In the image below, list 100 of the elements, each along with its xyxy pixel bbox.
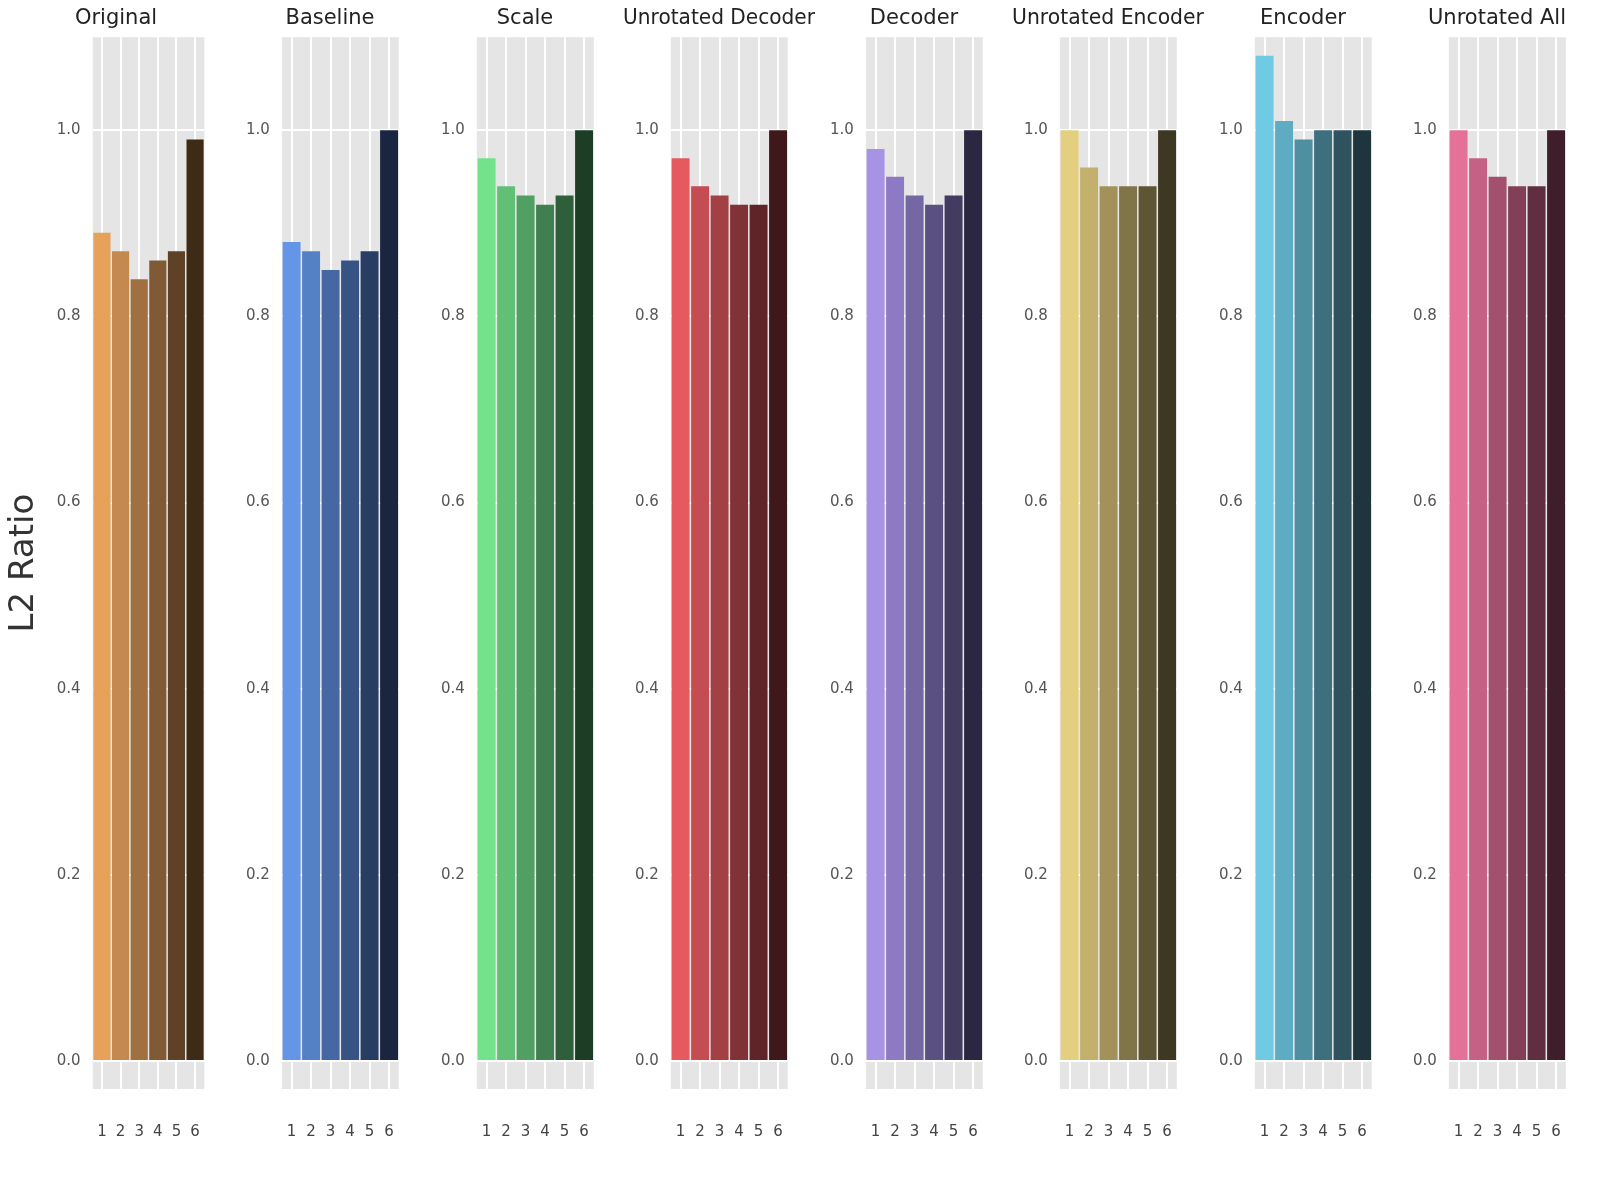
x-tick-label: 1	[97, 1121, 107, 1140]
x-tick-label: 1	[870, 1121, 880, 1140]
bar	[341, 260, 360, 1061]
y-tick-label: 1.0	[635, 120, 659, 139]
x-tick-label: 3	[134, 1121, 144, 1140]
x-tick-label: 5	[1337, 1121, 1347, 1140]
bar	[112, 251, 130, 1061]
y-tick-label: 1.0	[829, 120, 854, 139]
y-tick-label: 1.0	[56, 120, 81, 139]
y-tick-label: 0.6	[635, 492, 659, 511]
bar	[730, 204, 749, 1061]
x-tick-label: 5	[1142, 1121, 1153, 1140]
y-tick-label: 0.4	[1413, 678, 1437, 697]
bar	[905, 195, 924, 1061]
y-tick-label: 0.2	[1413, 864, 1437, 883]
x-tick-label: 2	[306, 1121, 316, 1140]
x-tick-label: 2	[1084, 1121, 1094, 1140]
x-tick-label: 4	[1512, 1121, 1522, 1140]
y-tick-label: 0.0	[56, 1050, 81, 1069]
bar	[924, 204, 943, 1061]
x-tick-label: 1	[1453, 1121, 1464, 1140]
x-tick-label: 5	[1531, 1121, 1542, 1140]
y-tick-label: 0.8	[635, 306, 659, 325]
x-tick-label: 2	[115, 1121, 126, 1140]
y-tick-label: 0.2	[56, 864, 81, 883]
y-tick-label: 0.4	[1218, 678, 1243, 697]
y-tick-label: 0.6	[440, 492, 465, 511]
y-tick-label: 0.4	[1024, 678, 1048, 697]
x-tick-label: 5	[171, 1121, 182, 1140]
y-tick-label: 0.0	[1024, 1050, 1048, 1069]
bar	[691, 186, 710, 1061]
x-tick-label: 1	[1259, 1121, 1269, 1140]
chart-title: Original	[74, 5, 158, 30]
y-tick-label: 0.4	[56, 678, 81, 697]
x-tick-label: 1	[1064, 1121, 1075, 1140]
y-tick-label: 0.2	[1218, 864, 1243, 883]
x-tick-label: 4	[734, 1121, 744, 1140]
x-tick-label: 2	[1278, 1121, 1289, 1140]
bar	[167, 251, 186, 1061]
x-tick-label: 3	[909, 1121, 919, 1140]
y-tick-label: 0.2	[1024, 864, 1048, 883]
bar	[885, 176, 904, 1061]
y-tick-label: 0.4	[635, 678, 659, 697]
bar	[944, 195, 963, 1061]
y-tick-label: 0.6	[829, 492, 854, 511]
x-tick-label: 3	[1103, 1121, 1114, 1140]
x-tick-label: 4	[928, 1121, 939, 1140]
bar	[1469, 158, 1488, 1061]
y-tick-label: 0.0	[246, 1050, 270, 1069]
x-tick-label: 3	[325, 1121, 336, 1140]
bar	[302, 251, 321, 1061]
x-tick-label: 4	[539, 1121, 550, 1140]
bar	[186, 139, 204, 1061]
y-tick-label: 1.0	[246, 120, 270, 139]
y-tick-label: 0.6	[1413, 492, 1437, 511]
y-axis-title: L2 Ratio	[1, 493, 42, 633]
x-tick-label: 3	[1492, 1121, 1503, 1140]
bar	[769, 130, 788, 1061]
y-tick-label: 1.0	[1218, 120, 1243, 139]
y-tick-label: 0.0	[440, 1050, 465, 1069]
chart-title: Decoder	[869, 5, 959, 30]
x-tick-label: 6	[1162, 1121, 1172, 1140]
bar	[710, 195, 729, 1061]
y-tick-label: 0.0	[1218, 1050, 1243, 1069]
y-tick-label: 0.2	[440, 864, 465, 883]
bar	[1527, 186, 1546, 1061]
bar	[963, 130, 982, 1061]
x-tick-label: 4	[1317, 1121, 1328, 1140]
bar	[130, 279, 148, 1061]
x-tick-label: 5	[559, 1121, 569, 1140]
bar	[574, 130, 593, 1061]
x-tick-label: 2	[695, 1121, 705, 1140]
y-tick-label: 0.4	[246, 678, 270, 697]
y-tick-label: 0.0	[1413, 1050, 1437, 1069]
x-tick-label: 6	[1356, 1121, 1367, 1140]
y-tick-label: 0.8	[246, 306, 270, 325]
x-tick-label: 6	[1551, 1121, 1561, 1140]
x-tick-label: 3	[714, 1121, 725, 1140]
bar	[380, 130, 399, 1061]
chart-title: Baseline	[285, 5, 375, 30]
y-tick-label: 1.0	[1024, 120, 1048, 139]
bar	[555, 195, 574, 1061]
y-tick-label: 0.6	[1024, 492, 1048, 511]
x-tick-label: 6	[384, 1121, 394, 1140]
bar	[321, 269, 340, 1061]
y-tick-label: 0.6	[246, 492, 270, 511]
y-tick-label: 0.4	[829, 678, 854, 697]
x-tick-label: 5	[753, 1121, 764, 1140]
chart-title: Unrotated All	[1428, 5, 1566, 30]
x-tick-label: 2	[1473, 1121, 1483, 1140]
bar	[535, 204, 554, 1061]
bar	[516, 195, 535, 1061]
x-tick-label: 6	[773, 1121, 783, 1140]
x-tick-label: 1	[675, 1121, 686, 1140]
bar	[671, 158, 690, 1061]
chart-title: Unrotated Encoder	[1012, 4, 1205, 30]
y-tick-label: 0.8	[1024, 306, 1048, 325]
chart-title: Unrotated Decoder	[623, 4, 816, 30]
x-tick-label: 4	[345, 1121, 355, 1140]
bar	[866, 148, 885, 1061]
